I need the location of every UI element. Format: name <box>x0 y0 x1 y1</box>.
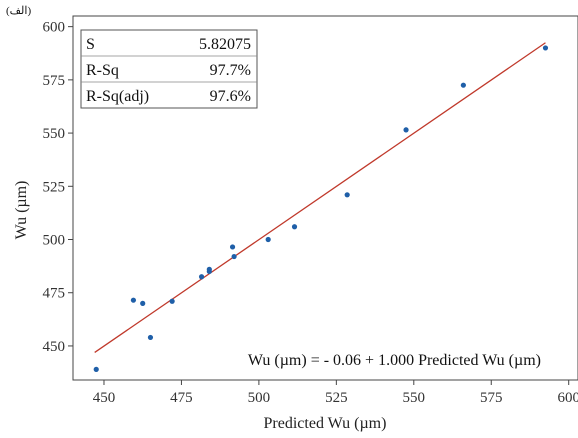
y-tick-label: 525 <box>43 179 66 195</box>
data-point <box>206 266 212 272</box>
regression-equation: Wu (µm) = - 0.06 + 1.000 Predicted Wu (µ… <box>248 352 541 369</box>
stats-value-rsq-adj: 97.6% <box>210 88 251 105</box>
data-point <box>403 127 409 133</box>
y-tick-label: 600 <box>43 20 66 36</box>
data-point <box>291 224 298 230</box>
stats-value-rsq: 97.7% <box>210 62 251 79</box>
stats-label-s: S <box>86 36 95 53</box>
y-tick-label: 450 <box>43 339 66 355</box>
x-tick-label: 600 <box>557 390 578 406</box>
x-tick-label: 450 <box>93 390 116 406</box>
stats-label-rsq: R-Sq <box>86 62 119 79</box>
y-tick-label: 500 <box>43 233 66 249</box>
x-tick-label: 475 <box>170 390 193 406</box>
data-point <box>265 236 271 243</box>
y-tick-label: 475 <box>43 286 66 302</box>
data-point <box>198 274 205 280</box>
data-point <box>229 244 236 250</box>
data-point <box>147 334 154 341</box>
x-axis-title: Predicted Wu (µm) <box>264 415 387 432</box>
y-axis-ticks: 450 475 500 525 550 575 600 <box>43 20 73 355</box>
data-point <box>140 300 146 306</box>
x-tick-label: 500 <box>248 390 271 406</box>
plot-frame <box>72 15 578 381</box>
stats-value-s: 5.82075 <box>199 36 251 53</box>
y-tick-label: 550 <box>43 126 66 142</box>
x-tick-label: 575 <box>480 390 503 406</box>
data-point <box>169 298 175 304</box>
x-tick-label: 550 <box>403 390 426 406</box>
data-point <box>130 297 137 303</box>
data-point <box>542 45 549 51</box>
data-point <box>344 192 350 198</box>
x-axis-ticks: 450 475 500 525 550 575 600 <box>93 380 578 406</box>
x-tick-label: 525 <box>325 390 348 406</box>
stats-label-rsq-adj: R-Sq(adj) <box>86 88 149 105</box>
data-point <box>231 253 237 260</box>
stats-box: S 5.82075 R-Sq 97.7% R-Sq(adj) 97.6% <box>80 29 258 109</box>
y-tick-label: 575 <box>43 73 66 89</box>
data-point <box>460 82 466 88</box>
corner-label: (الف) <box>6 5 31 17</box>
y-axis-title: Wu (µm) <box>13 181 30 240</box>
data-point <box>93 366 99 372</box>
data-points <box>93 45 549 372</box>
